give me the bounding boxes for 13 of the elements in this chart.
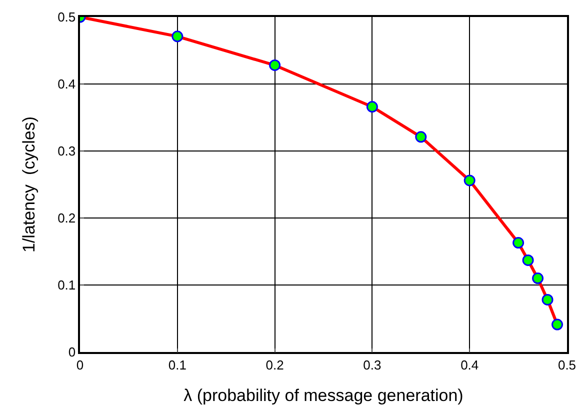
y-tick-label: 0 [68, 344, 76, 360]
y-tick-label: 0.4 [58, 76, 76, 92]
x-tick-label: 0.3 [363, 357, 382, 372]
x-tick-label: 0.2 [266, 357, 284, 372]
x-axis-title: λ (probability of message generation) [184, 386, 464, 406]
x-tick-label: 0.1 [168, 357, 186, 372]
y-tick-label: 0.5 [58, 10, 76, 25]
y-axis-title: 1/latency (cycles) [20, 116, 39, 253]
y-tick-label: 0.2 [58, 210, 76, 226]
x-tick-label: 0.4 [460, 357, 479, 372]
y-tick-label: 0.1 [58, 278, 76, 293]
y-tick-label: 0.3 [58, 144, 76, 159]
x-tick-label: 0.5 [558, 357, 576, 372]
